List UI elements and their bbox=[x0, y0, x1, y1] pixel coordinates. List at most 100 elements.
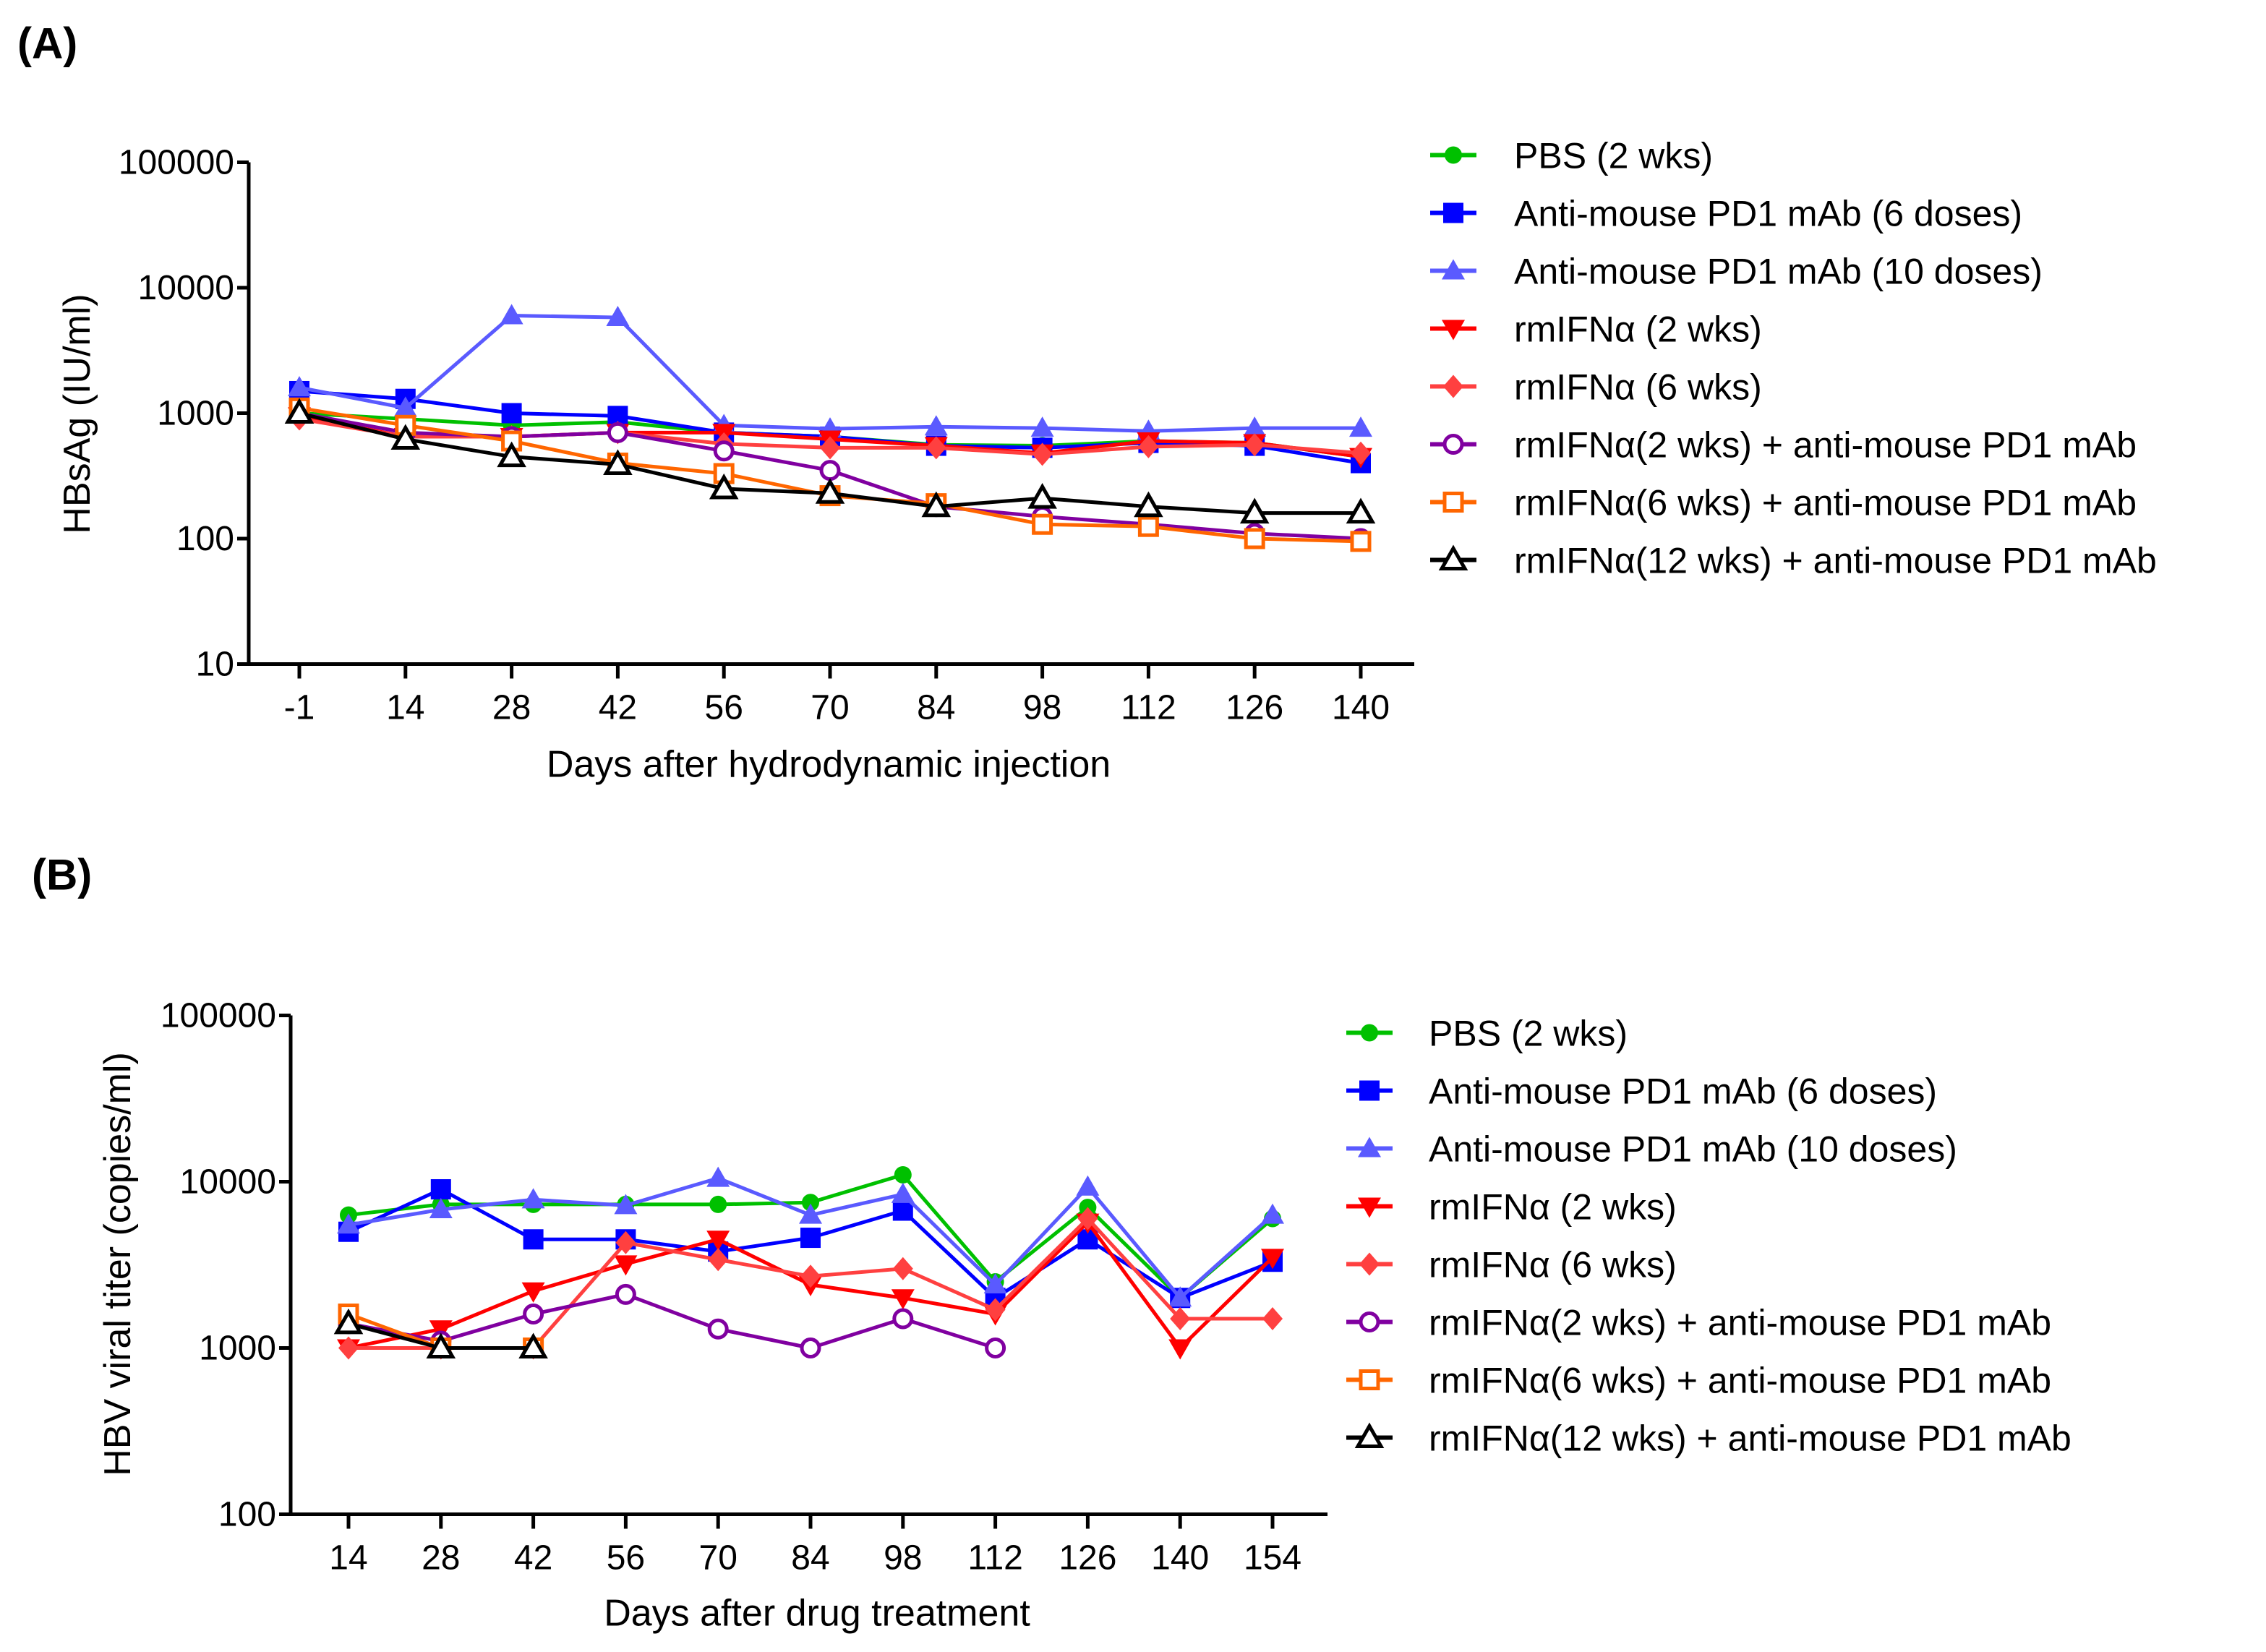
panel-a-y-axis-label: HBsAg (IU/ml) bbox=[56, 294, 98, 534]
panel-b-data-point bbox=[430, 1179, 451, 1200]
panel-a-x-tick-label: 140 bbox=[1332, 689, 1390, 727]
panel-a-data-point bbox=[1346, 497, 1376, 524]
legend-marker bbox=[1358, 1197, 1381, 1218]
panel-a-data-point bbox=[284, 398, 315, 424]
panel-b-plot: 100 1000 10000 100000 14 28 42 56 70 84 98 112 126 14… bbox=[161, 997, 2072, 1578]
panel-b-legend-item: Anti-mouse PD1 mAb (6 doses) bbox=[1346, 1071, 1937, 1112]
panel-a-x-axis-label: Days after hydrodynamic injection bbox=[547, 744, 1111, 786]
panel-b-x-tick-label: 98 bbox=[884, 1539, 922, 1578]
legend-marker bbox=[1359, 1311, 1380, 1332]
legend-marker bbox=[1359, 1252, 1380, 1276]
panel-a-data-point bbox=[500, 304, 523, 325]
panel-b-data-point bbox=[891, 1289, 915, 1310]
legend-label: rmIFNα(12 wks) + anti-mouse PD1 mAb bbox=[1514, 541, 2157, 581]
panel-b-data-point bbox=[426, 1332, 456, 1358]
panel-b-data-point bbox=[333, 1308, 364, 1335]
panel-a-x-tick-label: 14 bbox=[386, 689, 424, 727]
panel-b-data-point bbox=[800, 1264, 821, 1288]
panel-a-data-point bbox=[1349, 416, 1372, 437]
legend-label: rmIFNα (6 wks) bbox=[1429, 1245, 1677, 1285]
panel-a-data-point bbox=[1032, 513, 1053, 535]
panel-b-series-line bbox=[348, 1292, 996, 1351]
legend-label: rmIFNα (6 wks) bbox=[1514, 367, 1762, 408]
legend-label: PBS (2 wks) bbox=[1429, 1014, 1628, 1054]
panel-a-legend-item: rmIFNα (2 wks) bbox=[1430, 309, 1762, 350]
panel-b-legend-item: rmIFNα (2 wks) bbox=[1346, 1187, 1677, 1228]
panel-b-series bbox=[333, 1308, 548, 1358]
panel-b-x-tick-label: 42 bbox=[514, 1539, 552, 1578]
panel-a-x-tick-label: 56 bbox=[705, 689, 743, 727]
panel-b-data-point bbox=[429, 1198, 453, 1219]
panel-a-data-point bbox=[501, 403, 522, 424]
panel-a-series-line bbox=[299, 313, 1361, 433]
panel-a-legend-item: rmIFNα (6 wks) bbox=[1430, 367, 1762, 408]
panel-b-y-tick-label: 100000 bbox=[161, 997, 276, 1035]
panel-b-data-point bbox=[521, 1282, 545, 1303]
panel-b-series bbox=[337, 1166, 1284, 1307]
panel-b-legend-item: rmIFNα(12 wks) + anti-mouse PD1 mAb bbox=[1346, 1418, 2072, 1459]
panel-a-data-point bbox=[497, 441, 526, 468]
panel-b-legend-item: rmIFNα(6 wks) + anti-mouse PD1 mAb bbox=[1346, 1361, 2051, 1401]
legend-marker bbox=[1359, 1369, 1380, 1390]
panel-b-data-point bbox=[802, 1194, 819, 1212]
panel-b-data-point bbox=[1168, 1286, 1192, 1307]
legend-label: rmIFNα(2 wks) + anti-mouse PD1 mAb bbox=[1429, 1303, 2051, 1343]
panel-b-data-point bbox=[706, 1166, 730, 1187]
panel-a-x-tick-label: 112 bbox=[1121, 689, 1176, 727]
legend-marker bbox=[1443, 202, 1463, 223]
panel-a-data-point bbox=[1239, 497, 1270, 524]
panel-a-series bbox=[284, 398, 1376, 524]
panel-b-x-tick-label: 28 bbox=[422, 1539, 460, 1578]
panel-a-label: (A) bbox=[17, 20, 77, 68]
panel-b-data-point bbox=[799, 1203, 822, 1224]
panel-b-data-point bbox=[614, 1194, 638, 1215]
panel-a-data-point bbox=[1137, 515, 1159, 537]
panel-b-data-point bbox=[615, 1283, 636, 1305]
legend-marker bbox=[1354, 1422, 1385, 1448]
panel-a-data-point bbox=[390, 424, 421, 450]
panel-b-legend-item: rmIFNα(2 wks) + anti-mouse PD1 mAb bbox=[1346, 1303, 2051, 1343]
panel-b-legend-item: PBS (2 wks) bbox=[1346, 1014, 1628, 1054]
panel-a-data-point bbox=[607, 421, 628, 443]
panel-b-data-point bbox=[1262, 1306, 1283, 1330]
panel-b-x-tick-label: 154 bbox=[1244, 1539, 1301, 1578]
panel-a-data-point bbox=[815, 478, 845, 504]
panel-a-y-tick-label: 1000 bbox=[157, 395, 234, 433]
panel-b-data-point bbox=[891, 1182, 915, 1203]
panel-a-legend-item: Anti-mouse PD1 mAb (6 doses) bbox=[1430, 194, 2022, 234]
panel-b-x-tick-label: 126 bbox=[1059, 1539, 1116, 1578]
panel-a-data-point bbox=[603, 449, 633, 475]
legend-marker bbox=[1359, 1080, 1380, 1101]
panel-b-data-point bbox=[985, 1338, 1006, 1358]
legend-marker bbox=[1445, 146, 1462, 164]
panel-a-data-point bbox=[925, 436, 946, 460]
panel-a-data-point bbox=[1030, 416, 1054, 437]
panel-b-y-axis-label: HBV viral titer (copies/ml) bbox=[97, 1052, 139, 1476]
panel-b-x-axis-label: Days after drug treatment bbox=[604, 1593, 1030, 1635]
panel-b-data-point bbox=[615, 1231, 636, 1254]
panel-a-data-point bbox=[709, 473, 739, 500]
panel-b-legend-item: rmIFNα (6 wks) bbox=[1346, 1245, 1677, 1285]
panel-b-x-tick-label: 84 bbox=[791, 1539, 829, 1578]
panel-b-data-point bbox=[518, 1332, 548, 1358]
panel-a-legend-item: Anti-mouse PD1 mAb (10 doses) bbox=[1430, 252, 2043, 292]
legend-marker bbox=[1358, 1137, 1381, 1157]
panel-b-data-point bbox=[523, 1229, 544, 1250]
panel-b-data-point bbox=[1261, 1203, 1284, 1224]
legend-marker bbox=[1442, 492, 1464, 513]
panel-b-label: (B) bbox=[32, 851, 92, 899]
legend-marker bbox=[1361, 1024, 1378, 1042]
panel-a-y-tick-label: 100000 bbox=[119, 144, 234, 182]
panel-b-data-point bbox=[800, 1228, 821, 1249]
legend-label: PBS (2 wks) bbox=[1514, 136, 1713, 176]
panel-b-x-tick-label: 140 bbox=[1151, 1539, 1209, 1578]
panel-a-data-point bbox=[606, 306, 630, 327]
legend-label: rmIFNα(2 wks) + anti-mouse PD1 mAb bbox=[1514, 425, 2137, 466]
panel-a-data-point bbox=[1244, 528, 1265, 549]
panel-a-data-point bbox=[820, 436, 840, 460]
panel-b-data-point bbox=[894, 1165, 912, 1184]
panel-a-data-point bbox=[288, 376, 311, 397]
panel-a-plot: 10 100 1000 10000 100000 -1 14 28 42 56 70 84 98 112 1… bbox=[119, 136, 2157, 727]
panel-a-legend-item: rmIFNα(2 wks) + anti-mouse PD1 mAb bbox=[1430, 425, 2137, 466]
panel-b-data-point bbox=[1261, 1249, 1284, 1270]
